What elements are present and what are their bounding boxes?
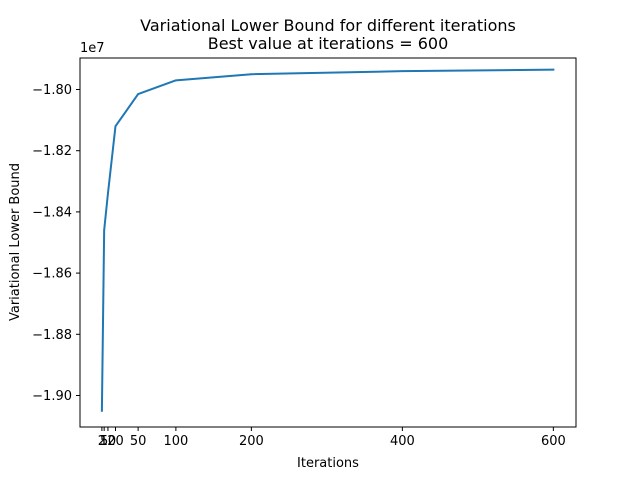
x-axis-label: Iterations	[297, 456, 359, 471]
chart-subtitle: Best value at iterations = 600	[208, 34, 449, 53]
x-tick-label: 100	[163, 434, 188, 449]
x-tick-label: 400	[390, 434, 415, 449]
x-tick-label: 5	[100, 434, 108, 449]
y-tick-label: −1.90	[32, 389, 72, 404]
data-point	[137, 93, 139, 95]
plot-frame	[79, 57, 577, 428]
x-tick-label: 200	[239, 434, 264, 449]
y-tick-label: −1.84	[32, 205, 72, 220]
plot-area	[80, 58, 576, 427]
y-axis-label: Variational Lower Bound	[8, 163, 23, 321]
data-point	[552, 68, 555, 71]
y-tick-label: −1.80	[32, 83, 72, 98]
data-point	[250, 73, 253, 76]
x-tick-label: 2	[98, 434, 106, 449]
series-layer	[100, 68, 555, 412]
y-axis-offset-label: 1e7	[80, 41, 105, 56]
data-point	[101, 409, 103, 412]
data-point	[401, 70, 404, 72]
chart-title: Variational Lower Bound for different it…	[140, 16, 516, 35]
y-tick-label: −1.86	[32, 267, 72, 282]
y-tick-label: −1.88	[32, 328, 72, 343]
y-tick-label: −1.82	[32, 144, 72, 159]
data-point	[114, 125, 117, 128]
x-tick-label: 10	[100, 434, 117, 449]
x-tick-label: 20	[107, 434, 124, 449]
data-point	[175, 79, 177, 82]
y-axis-ticks: −1.80 −1.82 −1.84 −1.86 −1.88 −1.90	[32, 83, 80, 404]
x-tick-label: 50	[130, 434, 147, 449]
data-point	[107, 192, 109, 195]
data-point	[103, 229, 105, 232]
x-tick-label: 600	[541, 434, 566, 449]
